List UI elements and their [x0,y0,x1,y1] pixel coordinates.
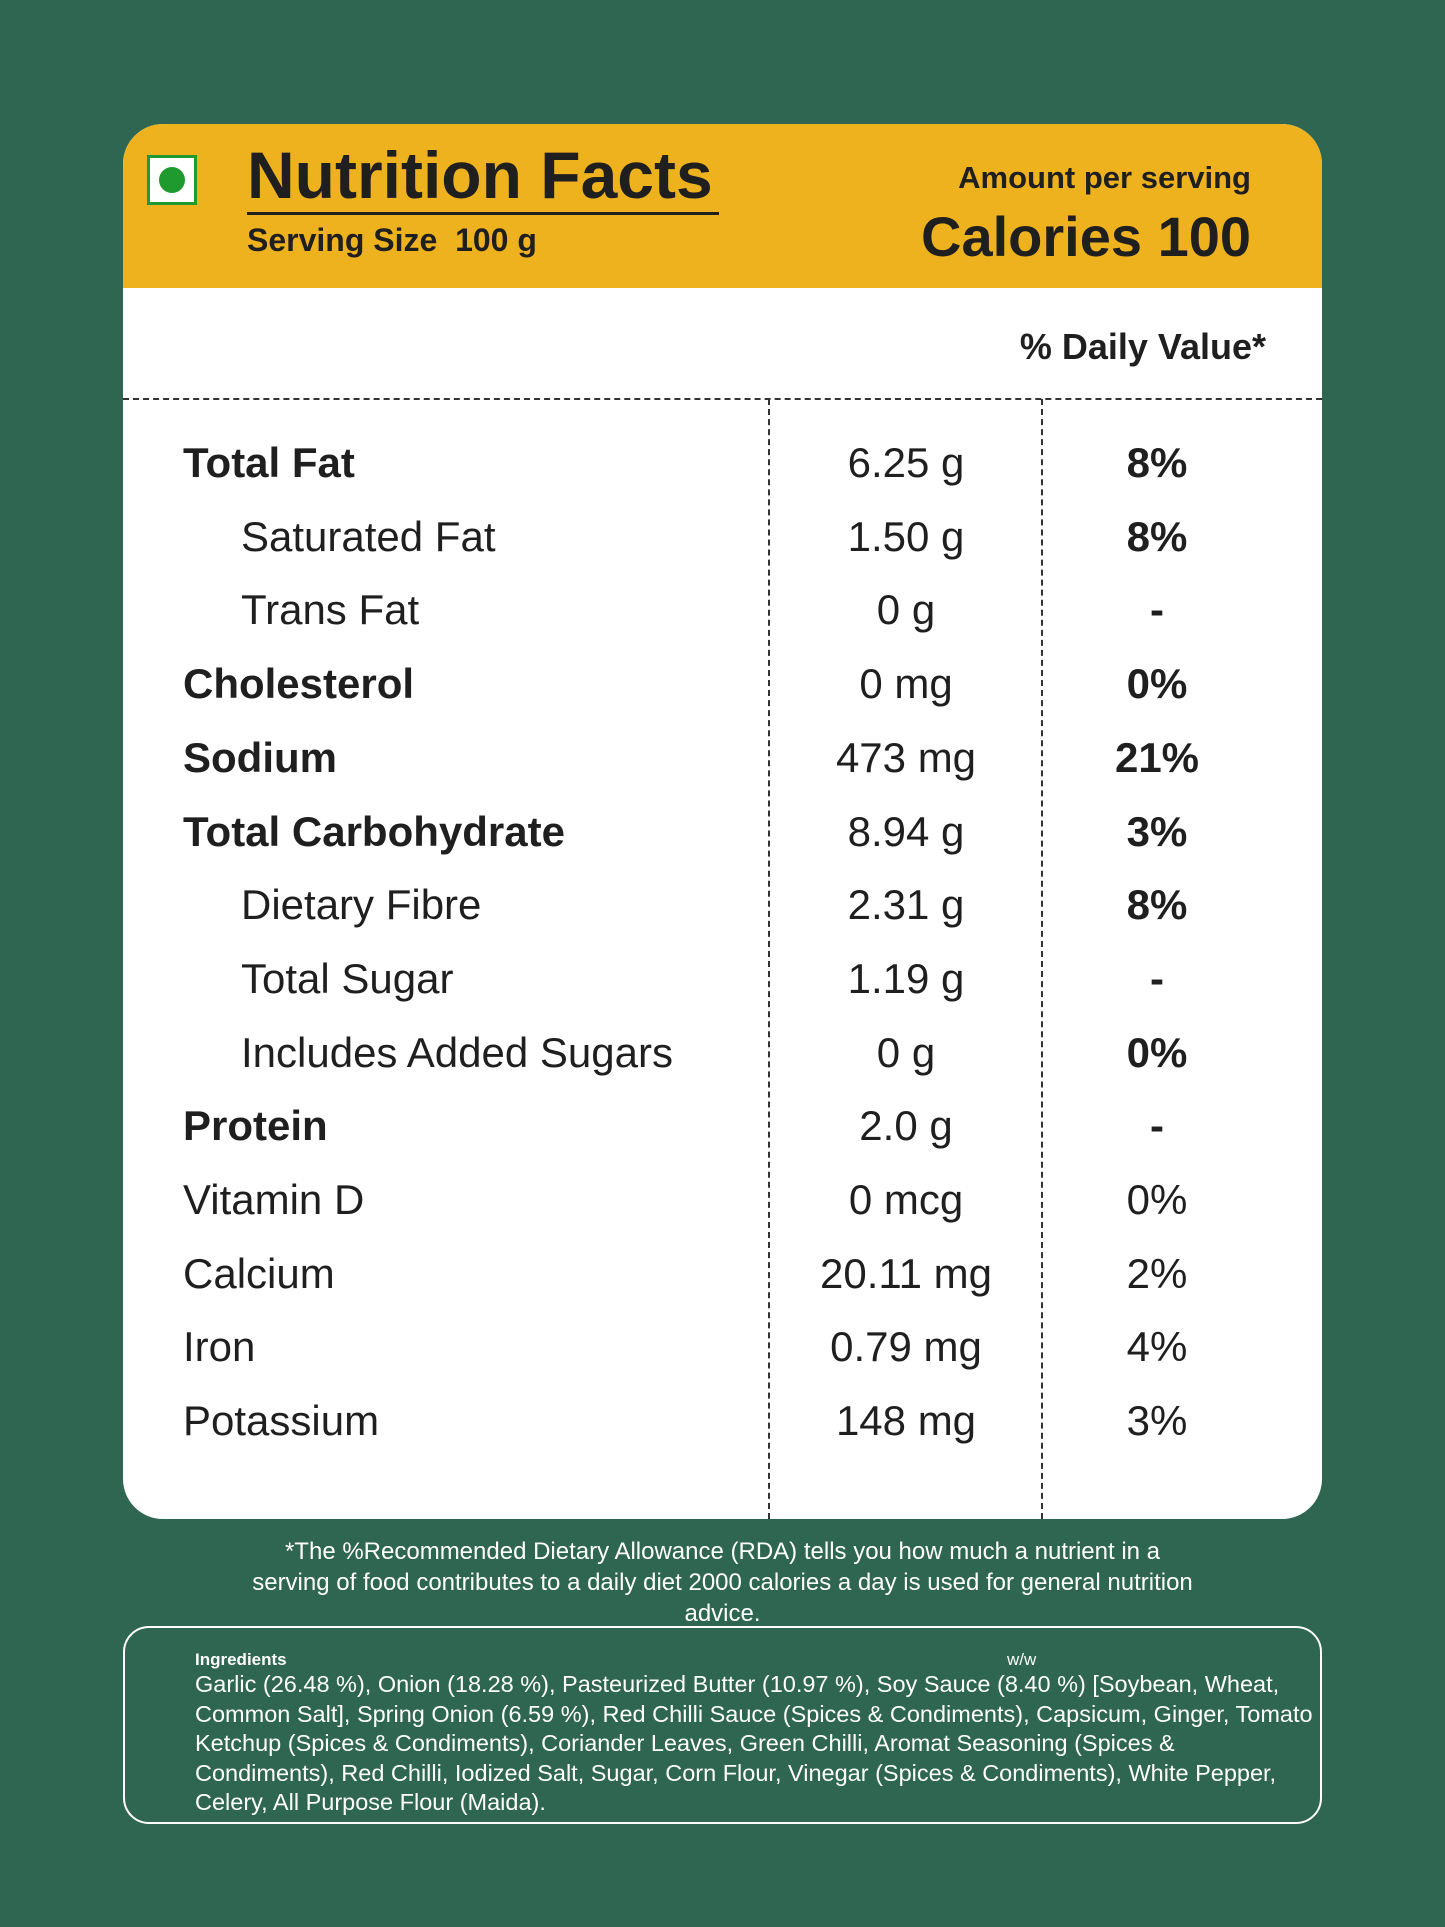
column-divider [1041,399,1043,1519]
nutrient-name: Total Carbohydrate [183,807,565,855]
nutrient-name: Sodium [183,733,337,781]
nutrient-amount: 6.25 g [847,439,965,486]
nutrient-amount: 473 mg [835,733,977,781]
daily-value: 3% [1126,1397,1188,1445]
daily-value: 0% [1126,660,1188,708]
nutrient-name: Dietary Fibre [241,881,482,929]
daily-value: 8% [1126,881,1188,929]
footnote: *The %Recommended Dietary Allowance (RDA… [252,1538,1193,1627]
header-band [123,124,1322,288]
nutrient-name: Cholesterol [183,660,415,708]
nutrient-amount: 0 g [876,1028,936,1076]
nutrient-name: Iron [183,1323,256,1371]
daily-value: - [1150,954,1164,1002]
amount-label: Amount per serving [958,160,1251,195]
daily-value: 8% [1126,439,1188,486]
nutrient-amount: 0 mg [859,660,953,708]
nutrient-name: Total Fat [183,439,355,486]
daily-value-header: % Daily Value* [1019,326,1266,367]
daily-value: 0% [1126,1028,1188,1076]
nutrient-amount: 0 mcg [848,1176,964,1223]
daily-value: 8% [1126,512,1188,560]
nutrient-amount: 20.11 mg [820,1249,992,1297]
nutrient-amount: 1.19 g [847,954,965,1002]
nutrient-amount: 8.94 g [847,807,965,855]
nutrient-name: Includes Added Sugars [241,1028,673,1076]
nutrient-amount: 0 g [876,586,936,634]
nutrient-amount: 2.31 g [847,881,965,929]
nutrient-name: Saturated Fat [241,512,496,560]
nutrient-amount: 2.0 g [859,1102,953,1150]
title: Nutrition Facts [247,138,719,215]
nutrient-name: Vitamin D [183,1176,365,1223]
ingredients-label: Ingredients [195,1650,287,1669]
nutrition-card: Nutrition Facts Serving Size 100 g Amoun… [123,124,1322,1519]
daily-value: 2% [1126,1249,1188,1297]
nutrient-name: Trans Fat [241,586,420,634]
nutrient-name: Protein [183,1102,328,1150]
divider [123,398,1322,400]
nutrient-name: Total Sugar [241,954,454,1002]
nutrient-name: Calcium [183,1249,335,1297]
ingredients-box: Ingredients w/w Garlic (26.48 %), Onion … [123,1626,1322,1824]
nutrient-amount: 1.50 g [847,512,965,560]
daily-value: 0% [1126,1176,1188,1223]
calories: Calories 100 [921,205,1251,268]
daily-value: 21% [1114,733,1200,781]
ingredients-text: Garlic (26.48 %), Onion (18.28 %), Paste… [195,1671,1313,1815]
daily-value: 4% [1126,1323,1188,1371]
veg-mark [147,155,197,205]
daily-value: - [1150,586,1164,634]
nutrient-amount: 0.79 mg [830,1323,982,1371]
daily-value: - [1150,1102,1164,1150]
nutrient-amount: 148 mg [835,1397,977,1445]
daily-value: 3% [1126,807,1188,855]
column-divider [768,399,770,1519]
ingredients-unit: w/w [1007,1650,1037,1669]
nutrient-name: Potassium [183,1397,380,1445]
serving-size: Serving Size 100 g [247,222,537,258]
